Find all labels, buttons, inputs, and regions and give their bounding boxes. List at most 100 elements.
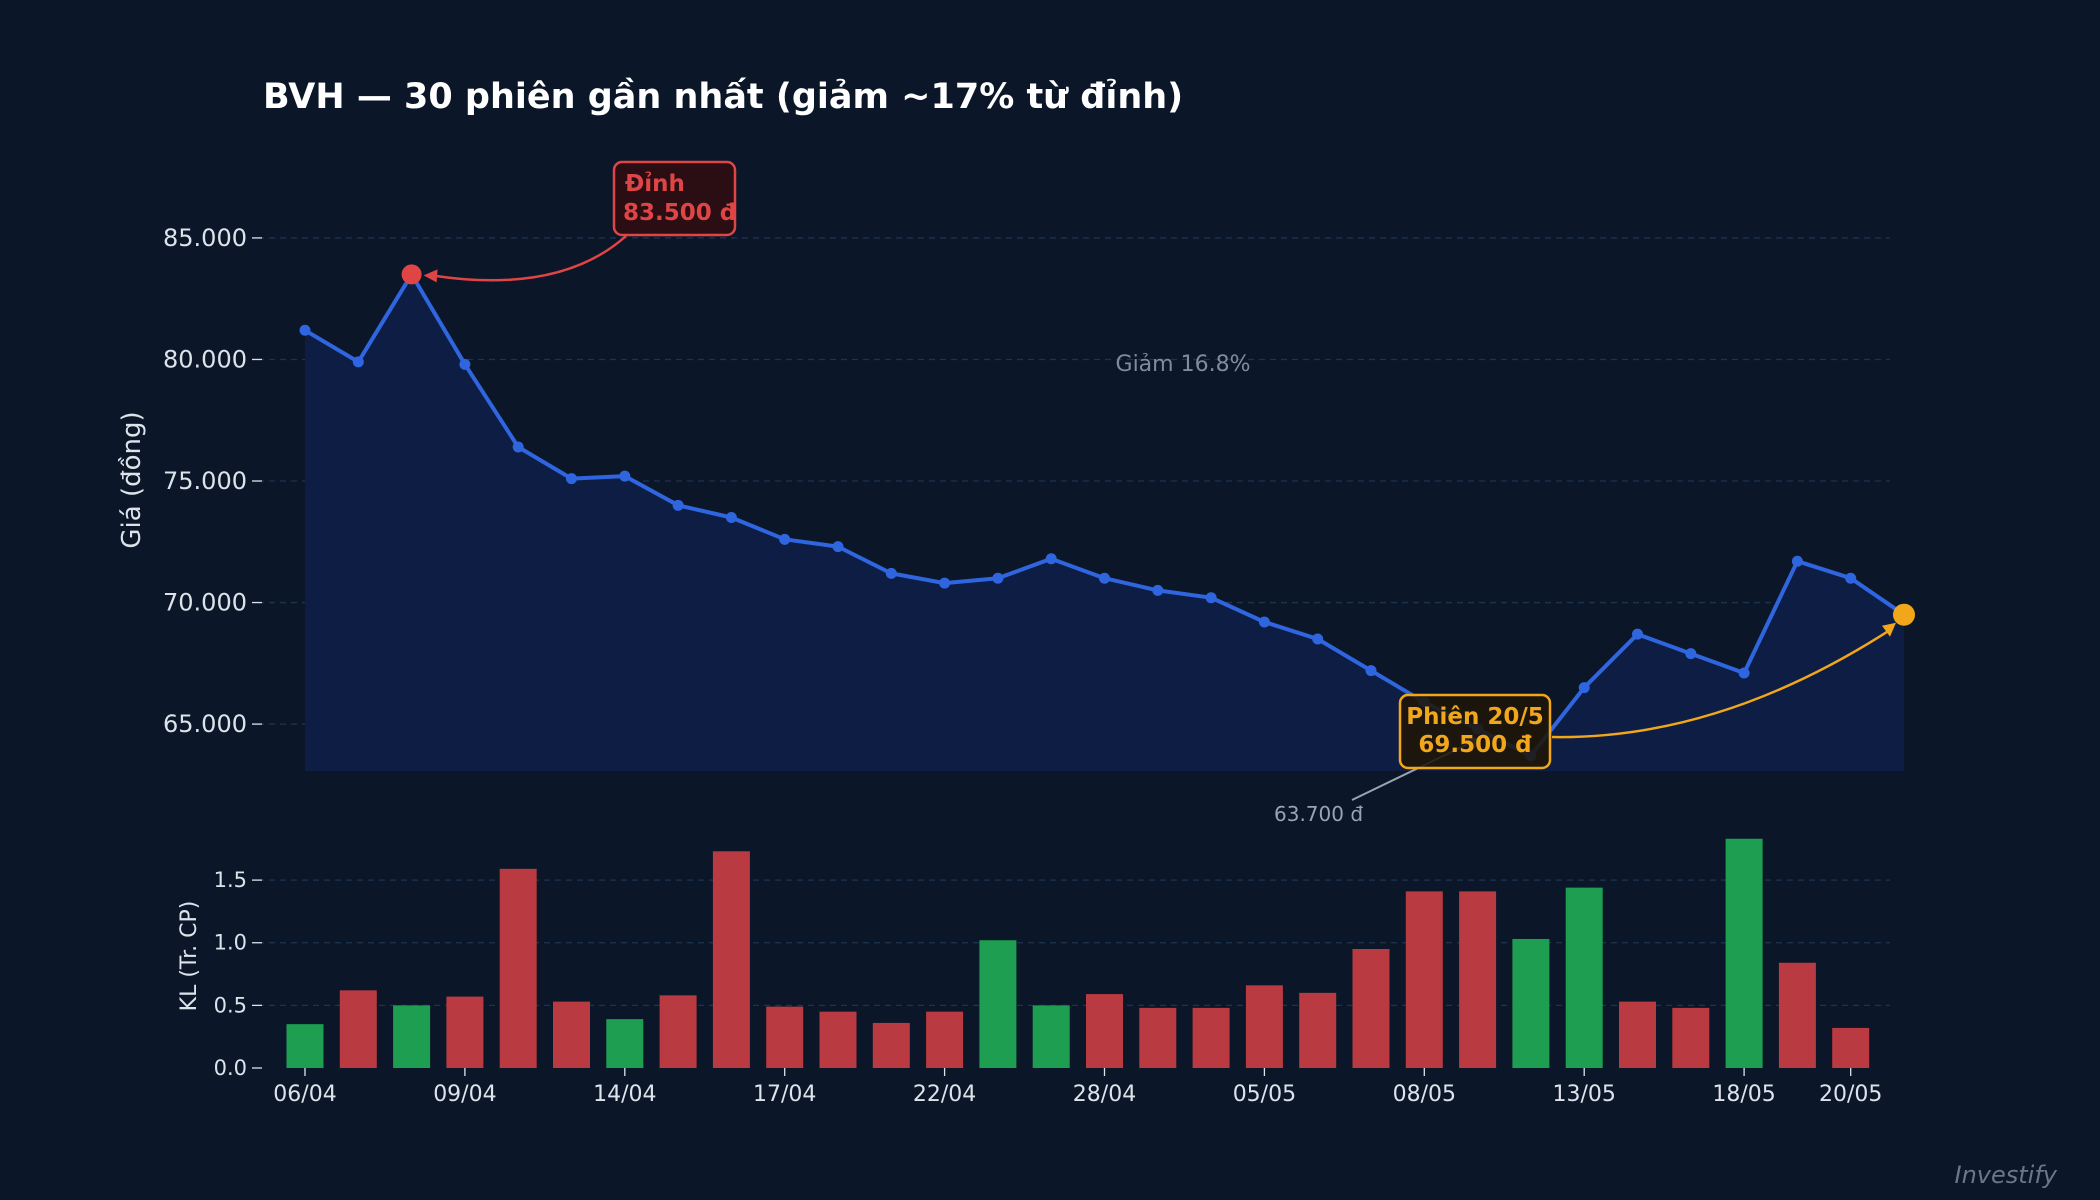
volume-bars [286, 838, 1870, 1068]
price-y-axis-label: Giá (đồng) [117, 411, 147, 548]
price-point [566, 473, 577, 485]
volume-bar [1512, 938, 1550, 1068]
x-tick-label: 08/05 [1393, 1082, 1456, 1107]
volume-bar [1459, 891, 1497, 1068]
volume-bar [1245, 985, 1283, 1068]
price-point [1791, 555, 1803, 567]
price-point [459, 358, 471, 370]
volume-bar [872, 1022, 910, 1068]
price-point [299, 324, 311, 336]
price-point [992, 572, 1004, 584]
volume-panel: 0.0 0.5 1.0 1.5 KL (Tr. CP) 06/04 09/04 14/04… [177, 838, 1890, 1107]
volume-bar [712, 851, 750, 1068]
current-annotation: Phiên 20/5 69.500 đ [1398, 622, 1896, 770]
volume-bar [393, 1005, 431, 1068]
price-point [885, 567, 897, 579]
volume-gridlines [258, 879, 1890, 1007]
price-point [1365, 665, 1377, 677]
price-y-tick-label: 80.000 [163, 345, 247, 373]
price-y-tick-label: 70.000 [163, 589, 247, 617]
peak-label-box [612, 160, 737, 237]
volume-bar [659, 995, 697, 1068]
price-point [779, 533, 791, 545]
current-label-title: Phiên 20/5 [1406, 704, 1544, 730]
x-tick-label: 09/04 [433, 1082, 496, 1107]
price-y-axis: 65.000 70.000 75.000 80.000 85.000 [163, 224, 262, 738]
price-point [512, 441, 524, 453]
drop-annotation: Giảm 16.8% [1116, 352, 1251, 377]
price-point [1205, 592, 1217, 604]
volume-bar [926, 1011, 964, 1068]
volume-bar [1352, 949, 1390, 1068]
volume-bar [1832, 1027, 1870, 1068]
volume-bar [553, 1001, 590, 1068]
price-point [1312, 633, 1324, 645]
volume-bar [1032, 1005, 1070, 1068]
price-point [619, 470, 631, 482]
low-label: 63.700 đ [1274, 802, 1363, 826]
x-tick-label: 18/05 [1712, 1082, 1775, 1107]
volume-bar [339, 990, 377, 1068]
price-area [305, 274, 1904, 771]
peak-annotation: Đỉnh 83.500 đ [423, 160, 737, 283]
volume-y-axis: 0.0 0.5 1.0 1.5 [214, 868, 262, 1080]
watermark: Investify [1955, 1161, 2058, 1189]
x-tick-label: 22/04 [913, 1082, 976, 1107]
x-tick-label: 13/05 [1552, 1082, 1615, 1107]
price-panel: 65.000 70.000 75.000 80.000 85.000 Giá (đồng… [117, 224, 1910, 771]
current-arrow [1551, 627, 1893, 739]
volume-bar [1299, 992, 1337, 1068]
volume-y-tick-label: 0.0 [214, 1056, 247, 1080]
volume-bar [1778, 962, 1816, 1068]
peak-label-title: Đỉnh [625, 171, 685, 197]
volume-bar [1619, 1001, 1656, 1068]
volume-bar [1192, 1007, 1230, 1068]
volume-y-tick-label: 0.5 [214, 993, 247, 1017]
price-point [725, 511, 737, 523]
x-tick-label: 28/04 [1073, 1082, 1136, 1107]
volume-bar [1725, 838, 1763, 1068]
volume-bar [1405, 891, 1443, 1068]
price-point [1632, 628, 1643, 640]
x-tick-label: 14/04 [593, 1082, 656, 1107]
price-point [939, 577, 951, 589]
price-point [1099, 572, 1110, 584]
volume-y-axis-label: KL (Tr. CP) [177, 901, 202, 1012]
price-point [1685, 648, 1697, 660]
volume-bar [766, 1006, 804, 1068]
volume-bar [1139, 1007, 1177, 1068]
x-tick-label: 05/05 [1233, 1082, 1296, 1107]
peak-label-value: 83.500 đ [623, 200, 737, 226]
price-point [672, 499, 684, 511]
price-point [352, 356, 364, 368]
current-label-value: 69.500 đ [1418, 732, 1532, 758]
annotations: Giảm 16.8% Đỉnh 83.500 đ 63.700 đ Phiên … [401, 160, 1915, 826]
price-y-tick-label: 75.000 [163, 467, 247, 495]
volume-bar [1086, 994, 1123, 1068]
current-marker [1893, 603, 1915, 626]
volume-bar [819, 1011, 857, 1068]
price-point [1258, 616, 1270, 628]
price-point [1045, 553, 1057, 565]
volume-bar [979, 940, 1017, 1068]
volume-bar [446, 996, 484, 1068]
volume-bar [606, 1019, 644, 1068]
volume-bar [1565, 887, 1603, 1068]
x-tick-label: 20/05 [1819, 1082, 1882, 1107]
x-axis: 06/04 09/04 14/04 17/04 22/04 28/04 05/05 08/05… [273, 1068, 1882, 1107]
volume-bar [286, 1024, 324, 1068]
price-y-tick-label: 85.000 [163, 224, 247, 252]
x-tick-label: 17/04 [753, 1082, 816, 1107]
volume-y-tick-label: 1.5 [214, 868, 247, 892]
price-point [1845, 572, 1857, 584]
price-point [1578, 682, 1590, 694]
peak-marker [401, 264, 422, 285]
chart-title: BVH — 30 phiên gần nhất (giảm ~17% từ đỉ… [263, 76, 1183, 117]
price-y-tick-label: 65.000 [163, 710, 247, 738]
price-point [1738, 667, 1750, 679]
price-point [1152, 584, 1164, 596]
volume-bar [1672, 1007, 1710, 1068]
peak-arrow [431, 235, 627, 282]
current-arrowhead [1882, 622, 1896, 637]
